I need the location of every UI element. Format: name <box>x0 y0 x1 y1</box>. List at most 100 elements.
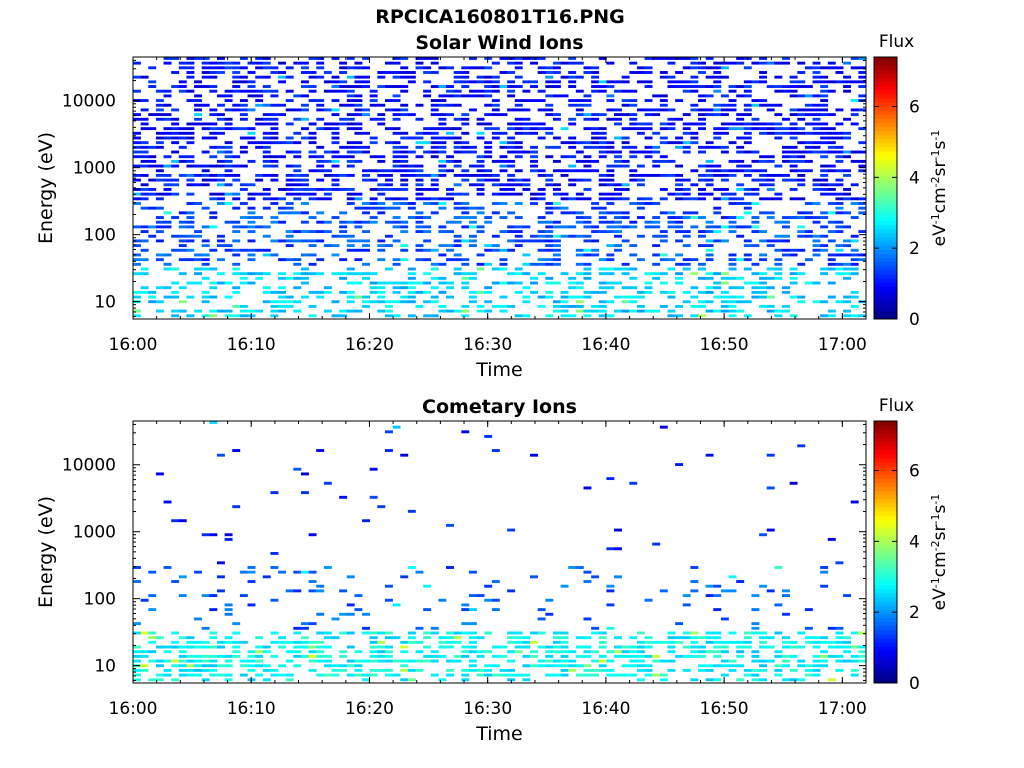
flux-cell <box>575 103 584 107</box>
flux-cell <box>316 589 325 593</box>
flux-cell <box>728 192 737 196</box>
flux-cell <box>644 668 653 672</box>
flux-cell <box>598 85 607 88</box>
flux-cell <box>262 300 271 304</box>
flux-cell <box>743 131 752 135</box>
flux-cell <box>140 248 149 252</box>
flux-cell <box>155 99 164 103</box>
flux-cell <box>194 122 203 126</box>
flux-cell <box>858 66 867 70</box>
flux-cell <box>468 164 477 168</box>
flux-cell <box>522 239 531 243</box>
flux-cell <box>797 248 806 252</box>
flux-cell <box>545 248 554 252</box>
flux-cell <box>629 276 638 280</box>
flux-cell <box>545 258 554 262</box>
flux-cell <box>682 300 691 304</box>
flux-cell <box>720 61 729 65</box>
flux-cell <box>400 155 409 159</box>
flux-cell <box>759 99 768 103</box>
flux-cell <box>659 234 668 238</box>
flux-cell <box>552 220 561 224</box>
flux-cell <box>285 300 294 304</box>
flux-cell <box>667 216 676 219</box>
flux-cell <box>789 145 798 149</box>
flux-cell <box>392 61 401 65</box>
flux-cell <box>308 141 317 145</box>
flux-cell <box>690 580 699 583</box>
flux-cell <box>316 188 325 191</box>
colorbar-segment <box>874 490 897 496</box>
flux-cell <box>507 659 516 663</box>
flux-cell <box>560 309 569 313</box>
flux-cell <box>705 75 714 79</box>
colorbar-segment <box>874 106 897 111</box>
flux-cell <box>514 85 523 88</box>
flux-cell <box>232 197 241 201</box>
flux-cell <box>384 206 393 210</box>
flux-cell <box>675 188 684 191</box>
flux-cell <box>270 654 279 658</box>
flux-cell <box>491 598 500 602</box>
flux-cell <box>843 225 852 229</box>
colorbar-segment <box>874 314 897 320</box>
flux-cell <box>659 673 668 677</box>
flux-cell <box>552 239 561 243</box>
flux-cell <box>682 290 691 294</box>
x-tick-label: 16:40 <box>581 335 630 355</box>
flux-cell <box>667 650 676 654</box>
flux-cell <box>766 178 775 182</box>
flux-cell <box>675 197 684 201</box>
colorbar-segment <box>874 629 897 635</box>
flux-cell <box>606 220 615 224</box>
flux-cell <box>407 173 416 177</box>
flux-cell <box>346 85 355 88</box>
flux-cell <box>713 197 722 201</box>
flux-cell <box>774 136 783 140</box>
flux-cell <box>843 267 852 271</box>
flux-cell <box>392 262 401 266</box>
flux-cell <box>759 57 768 60</box>
flux-cell <box>133 650 141 654</box>
flux-cell <box>186 211 195 215</box>
flux-cell <box>308 85 317 88</box>
flux-cell <box>591 230 600 234</box>
flux-cell <box>278 80 287 84</box>
flux-cell <box>476 206 485 210</box>
flux-cell <box>209 286 218 290</box>
flux-cell <box>583 290 592 294</box>
flux-cell <box>522 272 531 276</box>
flux-cell <box>239 127 248 131</box>
flux-cell <box>270 173 279 177</box>
flux-cell <box>270 197 279 201</box>
flux-cell <box>850 234 859 238</box>
colorbar-segment <box>874 298 897 304</box>
flux-cell <box>514 57 523 60</box>
flux-cell <box>293 183 302 187</box>
flux-cell <box>537 659 546 663</box>
flux-cell <box>736 183 745 187</box>
flux-cell <box>300 183 309 187</box>
flux-cell <box>690 183 699 187</box>
flux-cell <box>133 131 141 135</box>
flux-cell <box>583 117 592 121</box>
flux-cell <box>270 141 279 145</box>
flux-cell <box>392 155 401 159</box>
flux-cell <box>216 173 225 177</box>
flux-cell <box>285 678 294 682</box>
flux-cell <box>308 239 317 243</box>
flux-cell <box>537 631 546 635</box>
flux-cell <box>400 173 409 177</box>
flux-cell <box>346 244 355 248</box>
flux-cell <box>591 202 600 205</box>
flux-cell <box>323 631 332 635</box>
flux-cell <box>209 673 218 677</box>
colorbar-segment <box>874 588 897 594</box>
flux-cell <box>621 99 630 103</box>
flux-cell <box>430 183 439 187</box>
flux-cell <box>400 159 409 163</box>
flux-cell <box>560 155 569 159</box>
flux-cell <box>812 281 821 285</box>
flux-cell <box>545 220 554 224</box>
flux-cell <box>423 197 432 201</box>
